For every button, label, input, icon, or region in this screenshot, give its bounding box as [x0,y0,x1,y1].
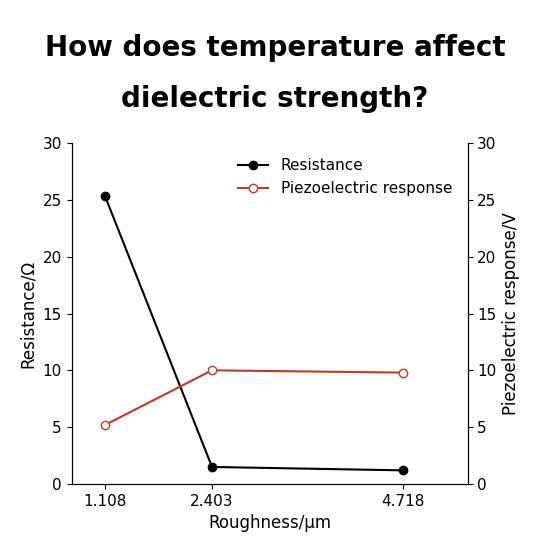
Resistance [208,464,215,470]
Y-axis label: Resistance/Ω: Resistance/Ω [19,260,37,367]
Piezoelectric response [400,369,406,376]
Line: Resistance: Resistance [101,192,407,475]
Resistance [102,193,108,200]
Piezoelectric response [102,422,108,428]
X-axis label: Roughness/μm: Roughness/μm [208,514,331,532]
Text: dielectric strength?: dielectric strength? [122,85,428,113]
Piezoelectric response [208,367,215,373]
Y-axis label: Piezoelectric response/V: Piezoelectric response/V [502,212,520,415]
Resistance [400,467,406,474]
Line: Piezoelectric response: Piezoelectric response [101,366,407,429]
Legend: Resistance, Piezoelectric response: Resistance, Piezoelectric response [230,151,460,204]
Text: How does temperature affect: How does temperature affect [45,34,505,62]
